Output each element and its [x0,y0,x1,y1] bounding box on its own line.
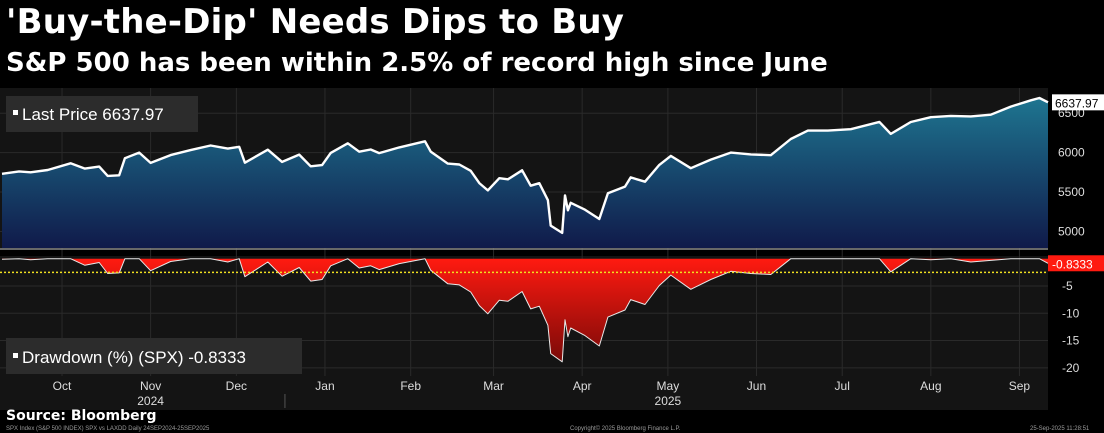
y-tick-label: 5500 [1058,185,1085,199]
y-tick-label: -20 [1062,361,1080,375]
x-tick-label: Apr [573,379,592,393]
x-tick-label: May [657,379,680,393]
x-year-label: 2024 [137,394,164,408]
y-tick-label: -5 [1062,279,1073,293]
x-tick-label: Mar [483,379,504,393]
drawdown-legend-label: Drawdown (%) (SPX) -0.8333 [22,348,246,367]
drawdown-legend-marker [13,353,18,358]
axis-panel [0,376,1048,410]
chart-area: 5000550060006500-5-10-15-206637.97-0.833… [0,88,1104,410]
price-legend-box [6,96,198,132]
x-tick-label: Dec [226,379,247,393]
x-tick-label: Oct [53,379,72,393]
price-line [1,96,1049,235]
source-label: Source: Bloomberg [6,408,157,424]
price-legend-marker [13,110,18,115]
last-price-tag [1052,94,1104,111]
drawdown-legend-box [6,338,302,374]
chart-subtitle: S&P 500 has been within 2.5% of record h… [6,48,828,78]
x-tick-label: Aug [920,379,941,393]
chart-title: 'Buy-the-Dip' Needs Dips to Buy [6,2,625,42]
last-price-tag-label: 6637.97 [1055,96,1099,110]
footer-left: SPX Index (S&P 500 INDEX) SPX vs LAXDD D… [6,426,210,432]
x-tick-label: Nov [140,379,161,393]
x-year-label: 2025 [655,394,682,408]
x-tick-label: Feb [400,379,421,393]
drawdown-line [1,258,1049,363]
footer-copyright: Copyright© 2025 Bloomberg Finance L.P. [570,426,681,432]
last-drawdown-tag-label: -0.8333 [1052,257,1093,271]
x-tick-label: Sep [1009,379,1031,393]
x-tick-label: Jan [315,379,334,393]
last-drawdown-tag [1048,255,1104,272]
y-tick-label: -15 [1062,334,1080,348]
y-tick-label: -10 [1062,306,1080,320]
footer-timestamp: 25-Sep-2025 11:28:51 [1030,426,1090,432]
x-tick-label: Jun [747,379,766,393]
x-tick-label: Jul [835,379,850,393]
y-tick-label: 6000 [1058,146,1085,160]
price-legend-label: Last Price 6637.97 [22,105,164,124]
drawdown-area-fill [2,258,1048,362]
y-tick-label: 5000 [1058,224,1085,238]
price-area-fill [2,98,1048,248]
